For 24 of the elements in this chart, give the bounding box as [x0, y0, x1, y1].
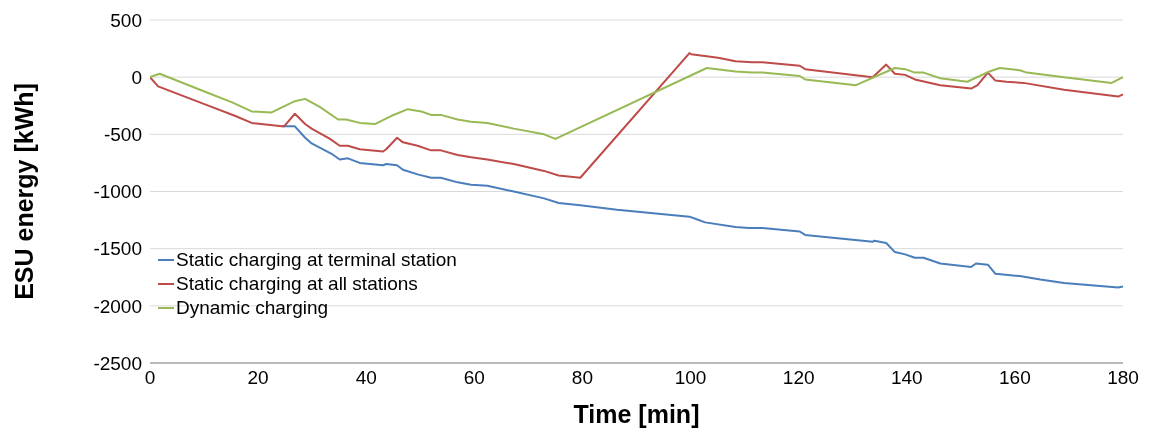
- y-tick-label: -500: [103, 124, 142, 146]
- x-tick-label: 80: [571, 367, 594, 389]
- x-tick-label: 40: [355, 367, 377, 389]
- legend-label: Static charging at terminal station: [176, 248, 457, 272]
- y-tick-label: -1500: [93, 238, 142, 260]
- x-axis-title: Time [min]: [573, 400, 700, 428]
- x-tick-label: 0: [144, 367, 156, 389]
- x-tick-label: 120: [782, 367, 815, 389]
- y-axis-title: ESU energy [kWh]: [9, 83, 38, 300]
- legend-label: Dynamic charging: [176, 296, 329, 320]
- y-tick-label: 500: [110, 9, 142, 31]
- x-tick-label: 20: [247, 367, 269, 389]
- x-tick-label: 160: [999, 367, 1031, 389]
- line-series: [150, 67, 1123, 140]
- x-tick-label: 140: [890, 367, 923, 389]
- y-tick-label: 0: [131, 66, 142, 88]
- x-tick-label: 60: [463, 367, 485, 389]
- y-tick-label: -1000: [93, 181, 142, 203]
- legend-label: Static charging at all stations: [176, 272, 418, 296]
- line-series: [150, 52, 1123, 179]
- x-tick-label: 100: [674, 367, 707, 389]
- y-tick-label: -2000: [93, 295, 142, 317]
- y-tick-label: -2500: [93, 352, 142, 374]
- x-tick-label: 180: [1107, 367, 1139, 389]
